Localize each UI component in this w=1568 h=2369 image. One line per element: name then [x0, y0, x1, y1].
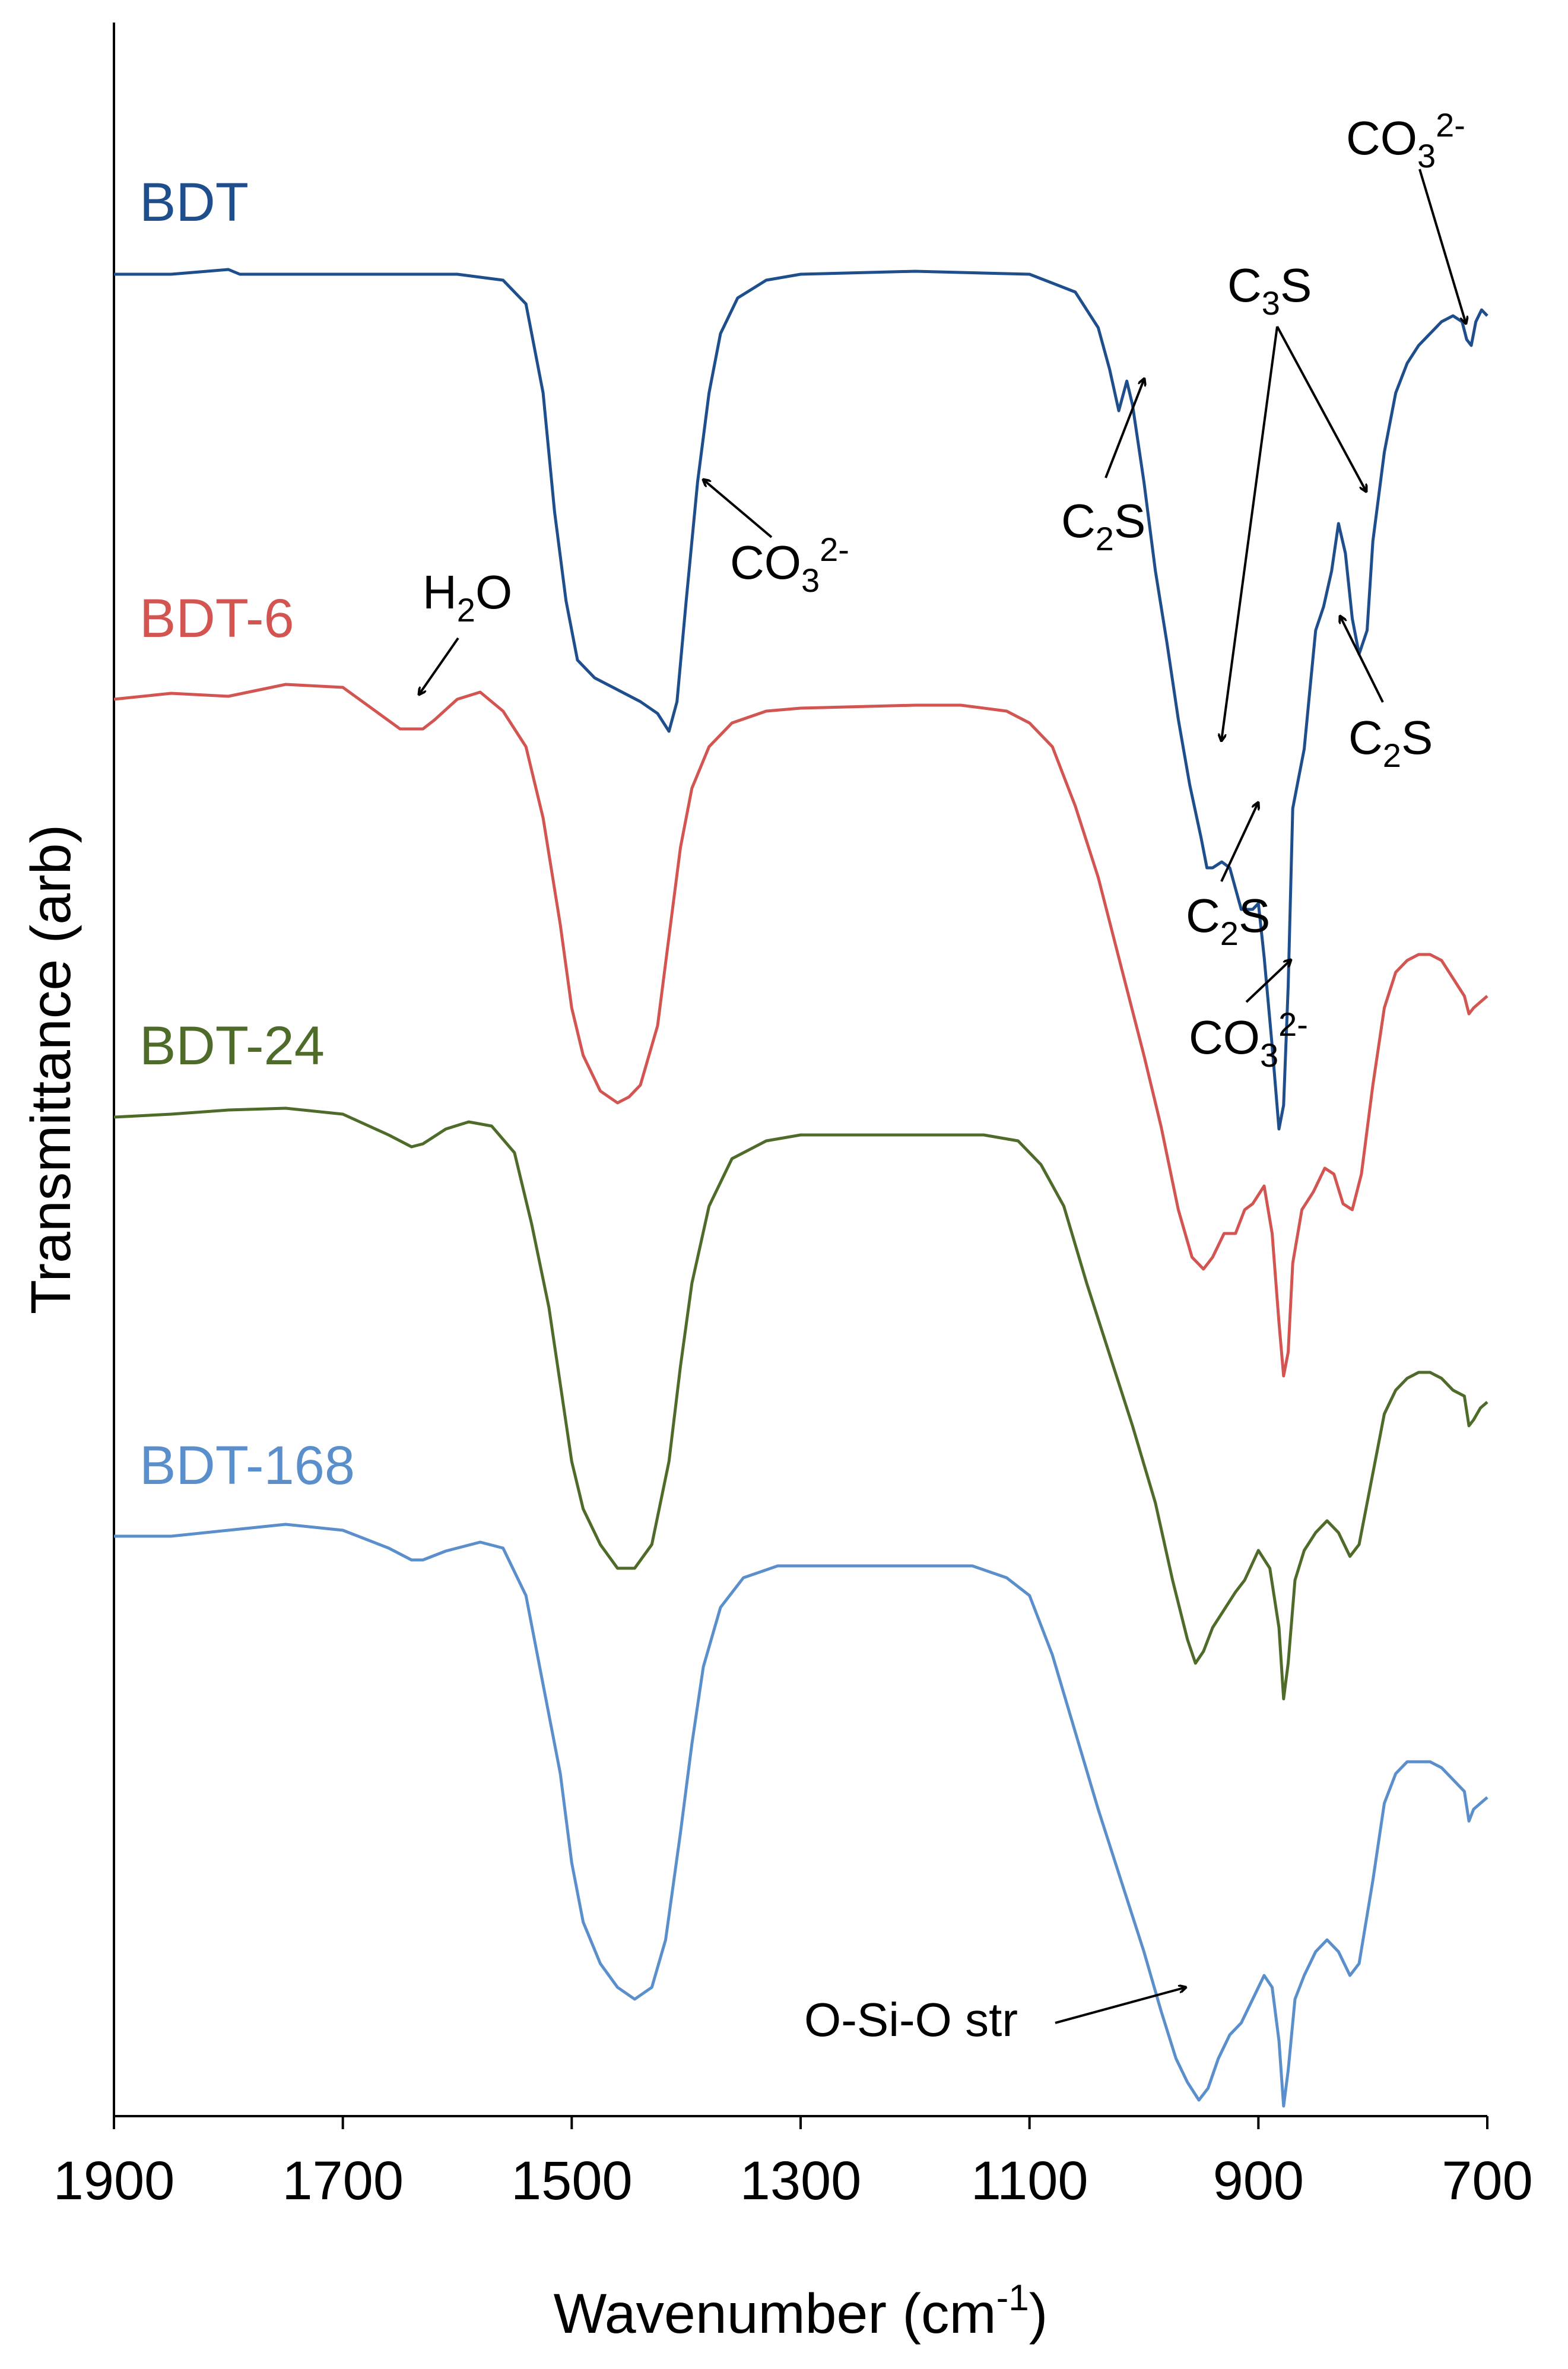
annotation-arrow [1418, 169, 1466, 324]
annotation-bdt-co3-875: CO32- [1189, 960, 1308, 1074]
annotation-arrow [1221, 326, 1278, 741]
annotation-part: O-Si-O str [804, 1993, 1018, 2046]
annotation-bdt168-osio: O-Si-O str [804, 1987, 1186, 2046]
annotation-arrow [1220, 803, 1258, 882]
x-axis-title-main: Wavenumber (cm [554, 2282, 996, 2345]
annotation-part: 3 [1262, 284, 1280, 322]
annotation-part: H [423, 566, 457, 619]
x-axis-title-sup: -1 [996, 2278, 1029, 2319]
annotation-arrow [419, 637, 459, 694]
annotation-bdt-co3-712: CO32- [1346, 106, 1466, 324]
annotation-bdt-c3s: C3S [1221, 259, 1366, 741]
annotation-label: C2S [1186, 889, 1270, 952]
annotation-part: 2 [1383, 737, 1401, 774]
annotation-arrow [1055, 1987, 1186, 2024]
annotation-part: CO [730, 536, 801, 589]
annotation-part: S [1239, 889, 1270, 942]
annotation-arrow [703, 480, 773, 538]
x-axis-title: Wavenumber (cm-1) [554, 2278, 1048, 2345]
annotation-bdt-c2s-900: C2S [1186, 803, 1270, 952]
annotation-part: C [1227, 259, 1262, 312]
annotation-part: CO [1189, 1011, 1260, 1064]
annotation-arrow [1104, 379, 1144, 478]
series-label-bdt-24: BDT-24 [139, 1016, 325, 1076]
annotation-part: C [1348, 711, 1383, 764]
annotation-bdt-co3-1400: CO32- [703, 480, 849, 599]
annotation-part: 2- [820, 531, 849, 568]
annotation-arrow [1245, 960, 1291, 1003]
x-tick-label: 1500 [511, 2151, 633, 2211]
x-tick-label: 1700 [282, 2151, 404, 2211]
annotation-part: S [1401, 711, 1433, 764]
x-axis-title-close: ) [1029, 2282, 1048, 2345]
annotation-part: 3 [801, 562, 820, 599]
annotation-part: S [1280, 259, 1312, 312]
annotation-label: H2O [423, 566, 512, 629]
annotation-part: CO [1346, 112, 1417, 164]
annotation-label: C2S [1061, 494, 1145, 557]
annotation-part: 2- [1436, 106, 1465, 144]
annotation-part: 2 [457, 591, 475, 629]
annotation-part: C [1061, 494, 1096, 547]
annotation-part: O [475, 566, 512, 619]
x-tick-label: 1900 [53, 2151, 175, 2211]
axes: 1900 1700 1500 1300 1100 900 700 Wavenumber (cm… [20, 23, 1533, 2345]
annotation-label: CO32- [730, 531, 849, 599]
x-tick-label: 900 [1213, 2151, 1304, 2211]
series-label-bdt-6: BDT-6 [139, 588, 294, 649]
annotation-label: O-Si-O str [804, 1993, 1018, 2046]
annotation-part: C [1186, 889, 1220, 942]
annotation-part: 2 [1096, 520, 1114, 557]
y-axis-title: Transmittance (arb) [20, 824, 82, 1314]
annotation-bdt-c2s-995: C2S [1061, 379, 1145, 557]
annotation-arrow [1340, 616, 1384, 703]
series-group [113, 268, 1488, 2108]
annotation-part: 2- [1278, 1006, 1308, 1043]
x-tick-label: 1100 [971, 2151, 1088, 2211]
x-tick-label: 1300 [740, 2151, 862, 2211]
series-labels: BDT BDT-6 BDT-24 BDT-168 [139, 172, 355, 1496]
annotation-bdt6-h2o: H2O [419, 566, 512, 694]
annotation-arrow [1276, 326, 1366, 491]
annotation-label: CO32- [1189, 1006, 1308, 1074]
annotation-part: S [1114, 494, 1145, 547]
annotation-label: C3S [1227, 259, 1312, 322]
series-line-bdt [114, 268, 1488, 1131]
annotation-part: 3 [1260, 1036, 1278, 1074]
x-tick-label: 700 [1442, 2151, 1533, 2211]
series-label-bdt: BDT [139, 172, 249, 233]
annotation-label: C2S [1348, 711, 1433, 774]
annotation-part: 2 [1220, 915, 1239, 952]
series-line-bdt-168 [114, 1523, 1488, 2108]
annotation-part: 3 [1417, 137, 1436, 175]
series-label-bdt-168: BDT-168 [139, 1435, 355, 1496]
annotation-bdt-c2s-840: C2S [1340, 616, 1433, 774]
annotation-label: CO32- [1346, 106, 1465, 175]
series-line-bdt-24 [113, 1106, 1488, 1701]
series-line-bdt-6 [113, 683, 1488, 1378]
